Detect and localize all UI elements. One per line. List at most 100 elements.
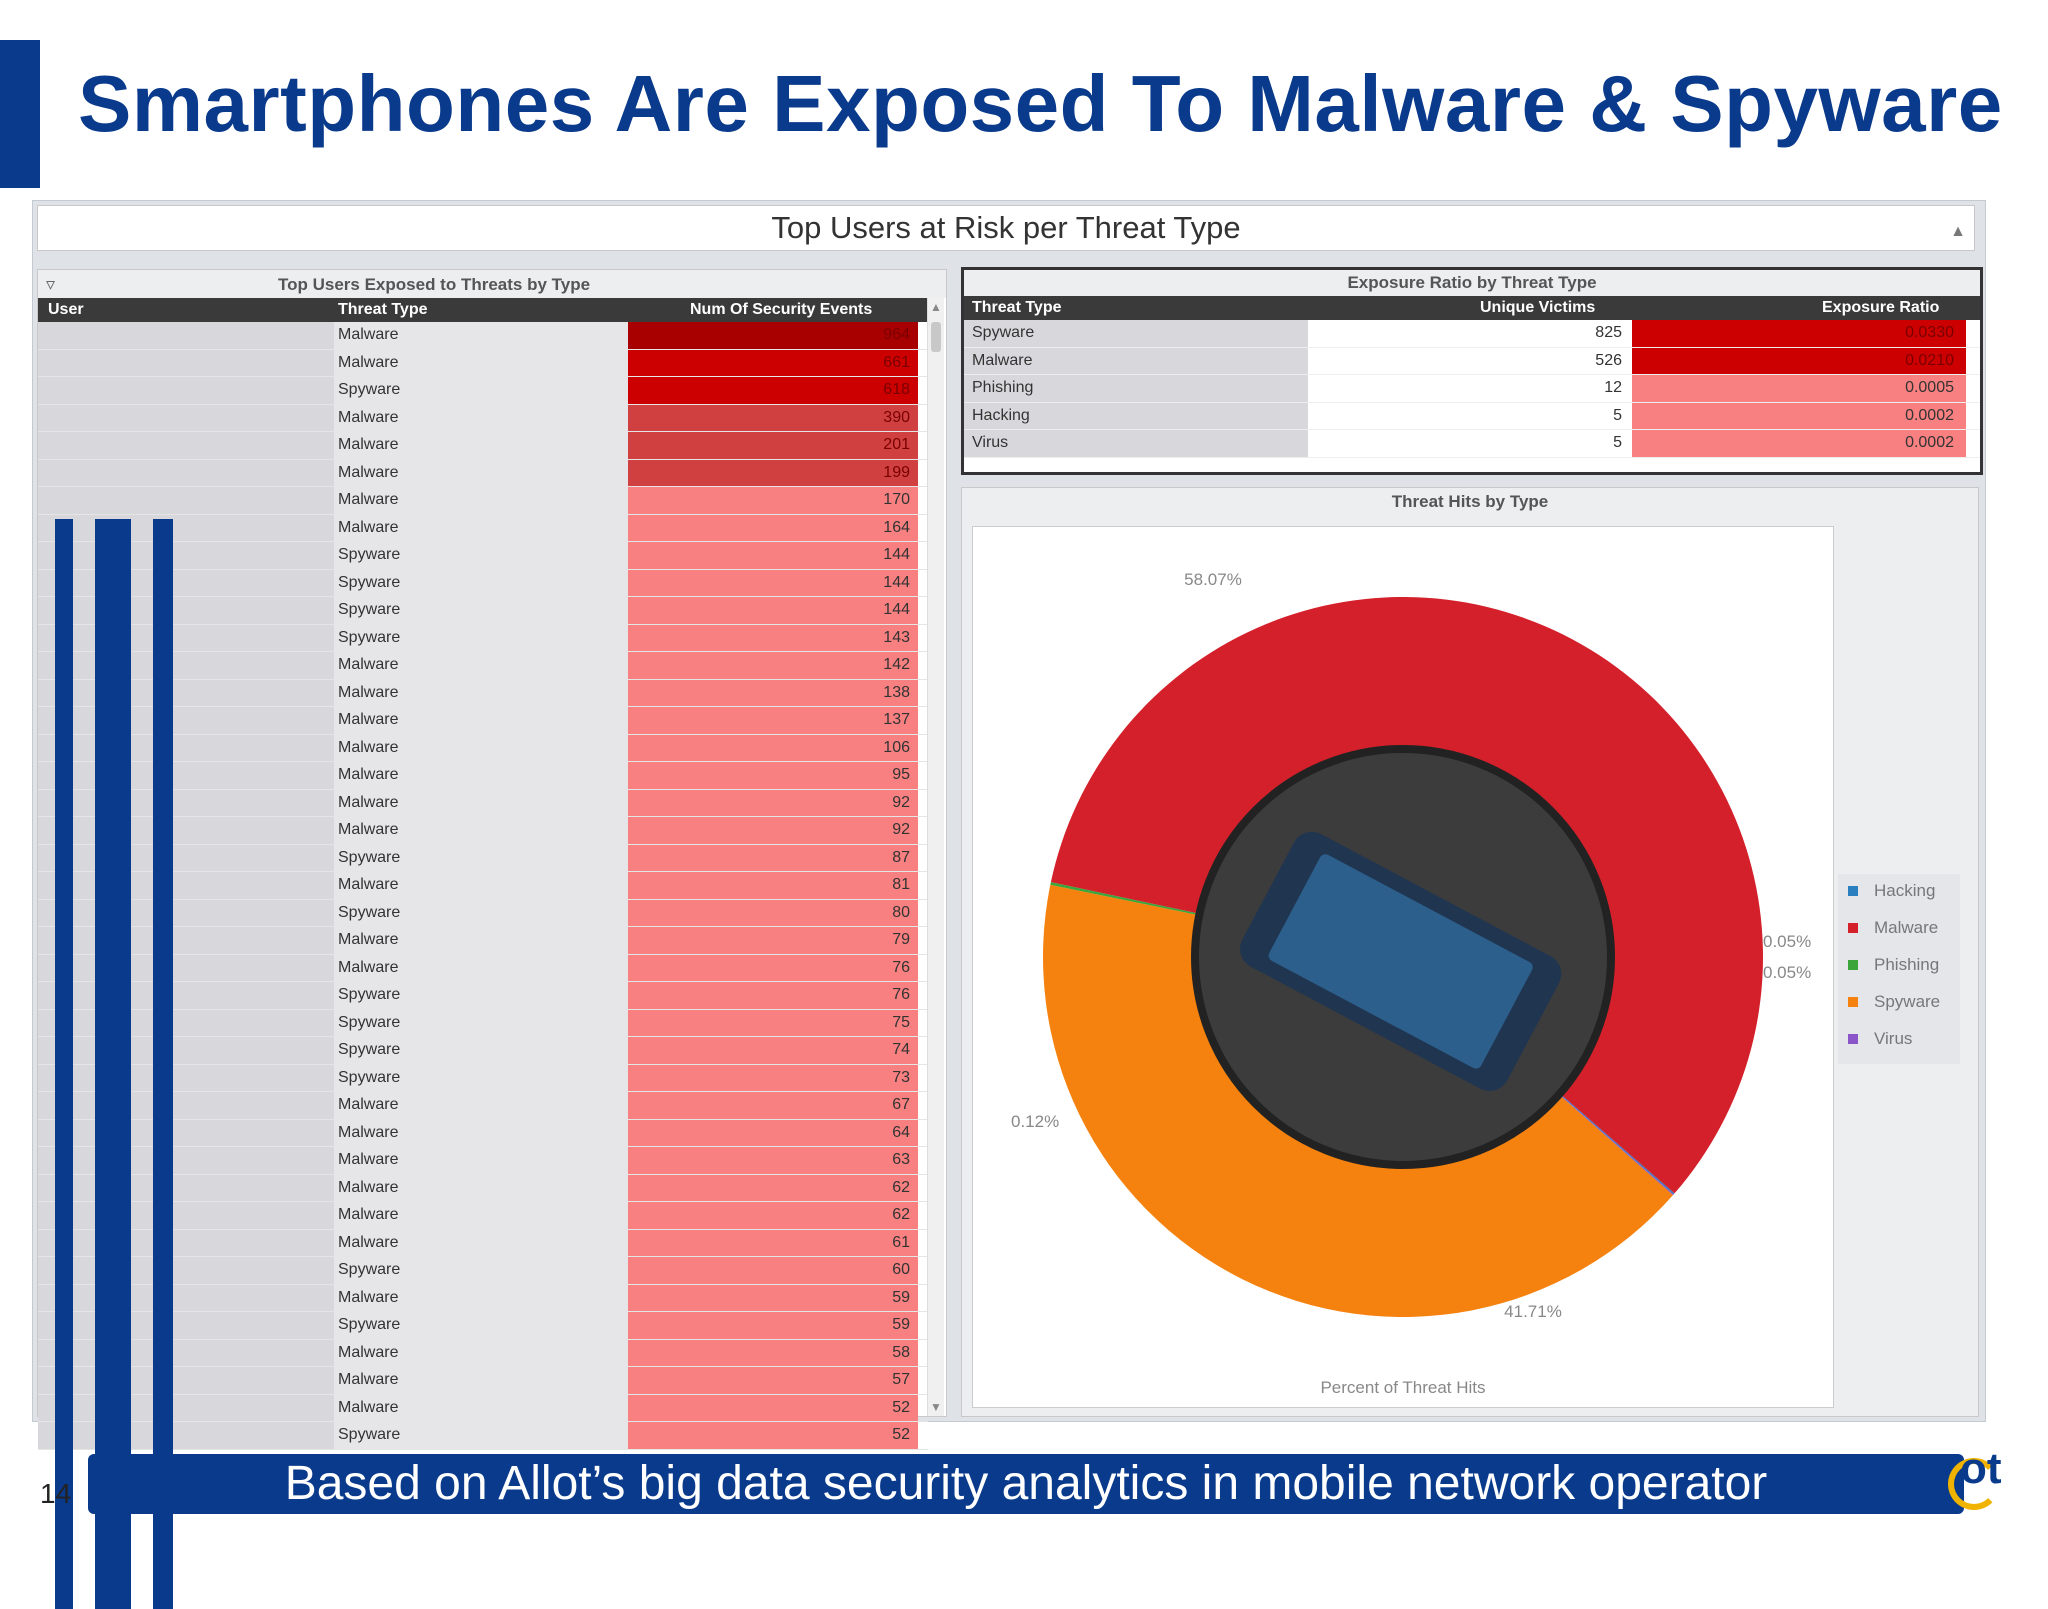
table-row[interactable]: Malware 95 [38, 762, 928, 790]
col-exp-threat-type[interactable]: Threat Type [972, 299, 1062, 316]
table-row[interactable]: Virus 5 0.0002 [964, 430, 1980, 458]
table-row[interactable]: Spyware 75 [38, 1009, 928, 1037]
legend-item[interactable]: Spyware [1838, 985, 1960, 1022]
scroll-up-icon[interactable]: ▲ [930, 300, 942, 314]
table-row[interactable]: Malware 67 [38, 1092, 928, 1120]
table-row[interactable]: Phishing 12 0.0005 [964, 375, 1980, 403]
table-row[interactable]: Spyware 618 [38, 377, 928, 405]
table-row[interactable]: Malware 64 [38, 1119, 928, 1147]
events-cell: 61 [628, 1229, 918, 1256]
user-cell [38, 1422, 334, 1449]
table-row[interactable]: Malware 199 [38, 459, 928, 487]
col-user[interactable]: User [48, 301, 84, 318]
user-cell [38, 377, 334, 404]
table-row[interactable]: Spyware 825 0.0330 [964, 320, 1980, 348]
table-row[interactable]: Spyware 74 [38, 1037, 928, 1065]
title-accent-bar [0, 40, 40, 188]
table-row[interactable]: Malware 92 [38, 817, 928, 845]
table-row[interactable]: Malware 661 [38, 349, 928, 377]
legend-item[interactable]: Virus [1838, 1022, 1960, 1059]
scrollbar[interactable]: ▲ ▼ [927, 298, 944, 1416]
table-row[interactable]: Malware 164 [38, 514, 928, 542]
table-row[interactable]: Malware 81 [38, 872, 928, 900]
table-row[interactable]: Malware 137 [38, 707, 928, 735]
table-row[interactable]: Malware 390 [38, 404, 928, 432]
events-cell: 106 [628, 734, 918, 761]
table-row[interactable]: Spyware 60 [38, 1257, 928, 1285]
chart-plot-area: 58.07% 41.71% 0.12% 0.05% 0.05% Percent of Th… [972, 526, 1834, 1408]
table-row[interactable]: Spyware 144 [38, 569, 928, 597]
table-row[interactable]: Malware 61 [38, 1229, 928, 1257]
pie-data-label: 58.07% [1184, 570, 1242, 589]
table-row[interactable]: Malware 62 [38, 1202, 928, 1230]
legend-item[interactable]: Phishing [1838, 948, 1960, 985]
events-cell: 62 [628, 1174, 918, 1201]
table-row[interactable]: Malware 52 [38, 1394, 928, 1422]
threat-type-cell: Spyware [334, 377, 628, 404]
table-row[interactable]: Spyware 144 [38, 597, 928, 625]
threat-type-cell: Malware [334, 349, 628, 376]
table-row[interactable]: Hacking 5 0.0002 [964, 402, 1980, 430]
threat-type-cell: Malware [334, 1394, 628, 1421]
table-row[interactable]: Spyware 144 [38, 542, 928, 570]
legend-swatch [1848, 997, 1858, 1007]
table-row[interactable]: Malware 106 [38, 734, 928, 762]
threat-type-cell: Spyware [334, 1257, 628, 1284]
table-row[interactable]: Spyware 143 [38, 624, 928, 652]
user-cell [38, 927, 334, 954]
events-cell: 59 [628, 1312, 918, 1339]
legend-item[interactable]: Hacking [1838, 874, 1960, 911]
table-row[interactable]: Malware 58 [38, 1339, 928, 1367]
table-row[interactable]: Malware 63 [38, 1147, 928, 1175]
events-cell: 60 [628, 1257, 918, 1284]
table-row[interactable]: Malware 170 [38, 487, 928, 515]
logo-text: ot [1960, 1444, 2002, 1493]
threat-type-cell: Malware [334, 514, 628, 541]
pie-data-label: 41.71% [1504, 1302, 1562, 1321]
user-cell [38, 789, 334, 816]
col-exposure-ratio[interactable]: Exposure Ratio [1822, 299, 1940, 316]
table-row[interactable]: Malware 201 [38, 432, 928, 460]
scroll-thumb[interactable] [931, 322, 941, 352]
collapse-icon[interactable]: ▲ [1950, 223, 1966, 240]
user-cell [38, 1312, 334, 1339]
events-cell: 76 [628, 954, 918, 981]
legend-item[interactable]: Malware [1838, 911, 1960, 948]
table-row[interactable]: Spyware 59 [38, 1312, 928, 1340]
user-cell [38, 982, 334, 1009]
table-row[interactable]: Malware 138 [38, 679, 928, 707]
table-row[interactable]: Malware 142 [38, 652, 928, 680]
redaction-bar [153, 519, 173, 1609]
user-cell [38, 1147, 334, 1174]
events-cell: 199 [628, 459, 918, 486]
table-row[interactable]: Spyware 76 [38, 982, 928, 1010]
table-row[interactable]: Malware 964 [38, 322, 928, 350]
threat-type-cell: Malware [334, 1284, 628, 1311]
user-cell [38, 899, 334, 926]
pie-data-label: 0.12% [1011, 1112, 1059, 1131]
table-row[interactable]: Malware 62 [38, 1174, 928, 1202]
user-cell [38, 1174, 334, 1201]
table-row[interactable]: Spyware 87 [38, 844, 928, 872]
dashboard: Top Users at Risk per Threat Type ▲ ▿ To… [32, 200, 1986, 1609]
table-row[interactable]: Malware 76 [38, 954, 928, 982]
table-row[interactable]: Spyware 73 [38, 1064, 928, 1092]
col-events[interactable]: Num Of Security Events [690, 301, 873, 318]
events-cell: 58 [628, 1339, 918, 1366]
filter-icon[interactable]: ▿ [46, 274, 56, 294]
scroll-down-icon[interactable]: ▼ [930, 1400, 942, 1414]
threat-type-cell: Malware [334, 762, 628, 789]
table-row[interactable]: Malware 59 [38, 1284, 928, 1312]
phone-screen [1268, 854, 1533, 1069]
table-row[interactable]: Malware 57 [38, 1367, 928, 1395]
threat-type-cell: Spyware [334, 1312, 628, 1339]
legend-swatch [1848, 960, 1858, 970]
col-unique-victims[interactable]: Unique Victims [1480, 299, 1596, 316]
table-row[interactable]: Malware 526 0.0210 [964, 347, 1980, 375]
table-row[interactable]: Malware 92 [38, 789, 928, 817]
table-row[interactable]: Spyware 52 [38, 1422, 928, 1450]
events-cell: 76 [628, 982, 918, 1009]
table-row[interactable]: Spyware 80 [38, 899, 928, 927]
col-threat-type[interactable]: Threat Type [338, 301, 428, 318]
table-row[interactable]: Malware 79 [38, 927, 928, 955]
